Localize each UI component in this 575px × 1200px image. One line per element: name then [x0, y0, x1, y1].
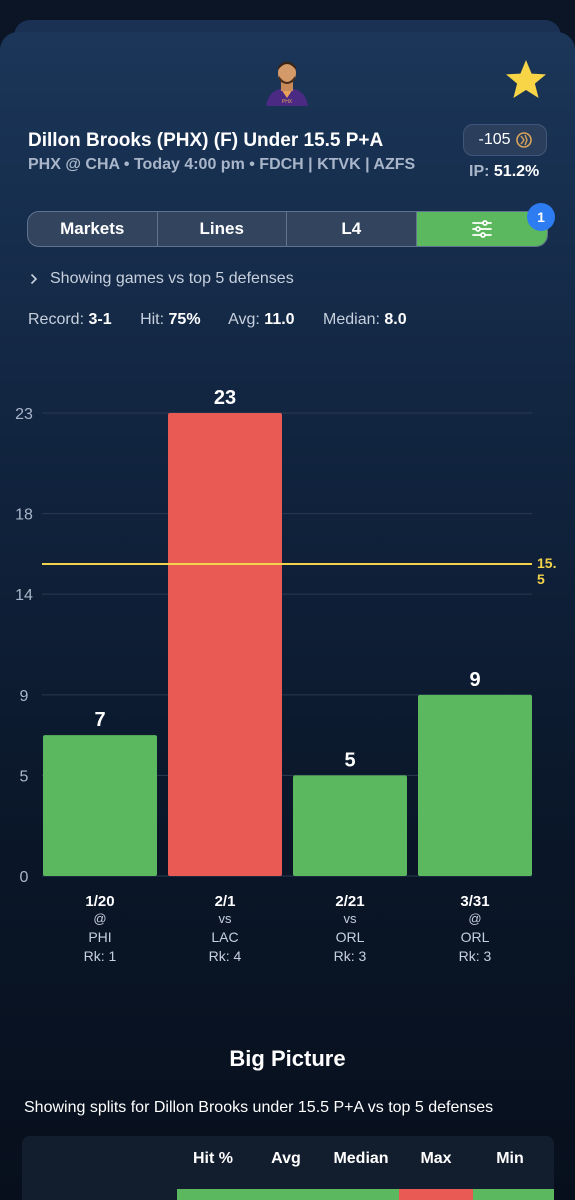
col-hit-pct: Hit % — [193, 1150, 233, 1167]
sportsbook-logo-icon — [515, 132, 532, 148]
big-picture-subtitle: Showing splits for Dillon Brooks under 1… — [24, 1099, 494, 1116]
splits-table: Hit % Avg Median Max Min — [22, 1136, 554, 1200]
tab-markets[interactable]: Markets — [28, 212, 158, 246]
x-opponent-label: ORL — [336, 929, 365, 945]
col-min: Min — [496, 1150, 524, 1167]
view-selector: Markets Lines L4 — [27, 211, 548, 247]
svg-text:PHX: PHX — [282, 99, 293, 105]
avg-value: 11.0 — [264, 311, 295, 328]
x-venue-label: vs — [344, 911, 358, 926]
record-value: 3-1 — [88, 311, 112, 328]
odds-button[interactable]: -105 — [463, 124, 547, 156]
game-info: PHX @ CHA • Today 4:00 pm • FDCH | KTVK … — [28, 156, 416, 173]
hit-bar-max — [399, 1189, 473, 1200]
y-tick-label: 9 — [20, 688, 29, 705]
big-picture-title: Big Picture — [229, 1046, 346, 1071]
x-venue-label: @ — [468, 911, 481, 926]
x-date-label: 1/20 — [85, 893, 114, 910]
bar — [293, 775, 407, 876]
hit-bar-under — [177, 1189, 399, 1200]
player-headshot-icon: PHX — [266, 61, 308, 106]
x-date-label: 2/1 — [215, 893, 236, 910]
prop-line-label: 5 — [537, 571, 545, 587]
y-tick-label: 0 — [20, 869, 29, 886]
y-tick-label: 18 — [15, 507, 33, 524]
star-icon[interactable] — [503, 58, 549, 102]
prop-line-label: 15. — [537, 555, 556, 571]
bar — [43, 735, 157, 876]
bar-value-label: 7 — [94, 709, 105, 731]
col-max: Max — [420, 1150, 452, 1167]
y-tick-label: 5 — [20, 768, 29, 785]
x-rank-label: Rk: 3 — [334, 948, 367, 964]
chevron-right-icon — [30, 273, 38, 285]
prop-title: Dillon Brooks (PHX) (F) Under 15.5 P+A — [28, 130, 384, 151]
x-date-label: 2/21 — [335, 893, 364, 910]
x-venue-label: vs — [219, 911, 233, 926]
x-opponent-label: ORL — [461, 929, 490, 945]
col-avg: Avg — [271, 1150, 301, 1167]
sliders-icon — [471, 220, 492, 238]
y-tick-label: 23 — [15, 406, 33, 423]
bar-value-label: 5 — [344, 749, 355, 771]
filter-summary-text: Showing games vs top 5 defenses — [50, 270, 294, 287]
bar — [418, 694, 532, 876]
col-median: Median — [333, 1150, 389, 1167]
x-opponent-label: PHI — [88, 929, 111, 945]
hit-bar-min — [473, 1189, 554, 1200]
filter-count-badge: 1 — [527, 203, 555, 231]
odds-value: -105 — [478, 131, 511, 148]
bar-value-label: 23 — [214, 387, 236, 409]
y-tick-label: 14 — [15, 587, 33, 604]
tab-l4[interactable]: L4 — [287, 212, 417, 246]
x-rank-label: Rk: 3 — [459, 948, 492, 964]
tab-lines[interactable]: Lines — [158, 212, 287, 246]
x-rank-label: Rk: 1 — [84, 948, 117, 964]
hit-value: 75% — [168, 311, 201, 328]
x-venue-label: @ — [93, 911, 106, 926]
x-date-label: 3/31 — [460, 893, 489, 910]
filter-summary-toggle[interactable]: Showing games vs top 5 defenses — [30, 270, 294, 288]
filter-button[interactable] — [416, 212, 547, 246]
median-value: 8.0 — [384, 311, 407, 328]
bar — [168, 413, 282, 876]
bar-value-label: 9 — [469, 669, 480, 691]
stats-summary: Record: 3-1 Hit: 75% Avg: 11.0 Median: 8… — [28, 311, 407, 328]
x-rank-label: Rk: 4 — [209, 948, 242, 964]
implied-probability: IP: 51.2% — [469, 163, 540, 180]
x-opponent-label: LAC — [211, 929, 238, 945]
